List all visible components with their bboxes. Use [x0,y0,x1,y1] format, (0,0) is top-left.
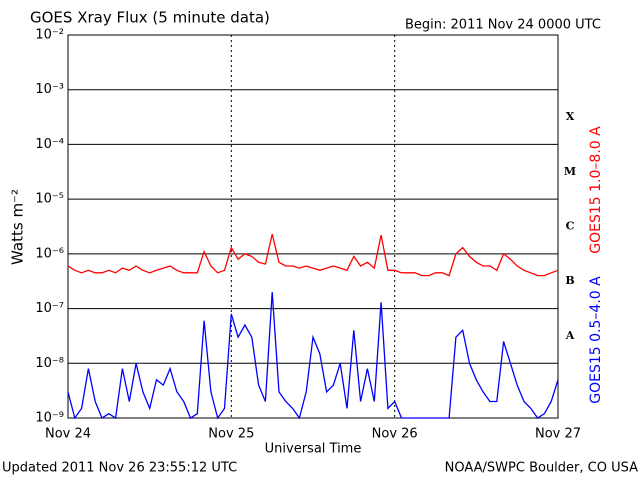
flare-class-label: B [565,274,574,287]
y-tick-label: 10⁻⁴ [35,137,64,152]
chart-title: GOES Xray Flux (5 minute data) [30,9,270,27]
legend-entry: GOES15 1.0–8.0 A [588,126,604,254]
y-tick-label: 10⁻⁷ [35,301,64,316]
y-tick-label: 10⁻² [35,28,64,43]
series-line [67,292,559,420]
flare-class-label: C [566,220,575,233]
series-line [67,233,559,277]
x-axis-label: Universal Time [265,442,362,457]
x-tick-label: Nov 27 [535,427,581,442]
flare-class-label: M [564,165,576,178]
y-tick-label: 10⁻⁶ [35,246,64,261]
x-tick-label: Nov 24 [45,427,91,442]
flare-class-label: X [566,110,575,123]
plot-frame [67,34,559,419]
chart-subtitle: Begin: 2011 Nov 24 0000 UTC [405,18,601,33]
y-tick-label: 10⁻⁹ [35,411,64,426]
y-tick-label: 10⁻⁸ [35,356,64,371]
y-tick-label: 10⁻⁵ [35,192,64,207]
footer-left: Updated 2011 Nov 26 23:55:12 UTC [2,461,237,476]
legend-entry: GOES15 0.5–4.0 A [588,276,604,404]
y-axis-label: Watts m⁻² [9,189,27,265]
flare-class-label: A [565,329,575,342]
x-tick-label: Nov 26 [372,427,418,442]
y-tick-label: 10⁻³ [35,82,64,97]
x-tick-label: Nov 25 [208,427,254,442]
footer-right: NOAA/SWPC Boulder, CO USA [445,461,638,476]
